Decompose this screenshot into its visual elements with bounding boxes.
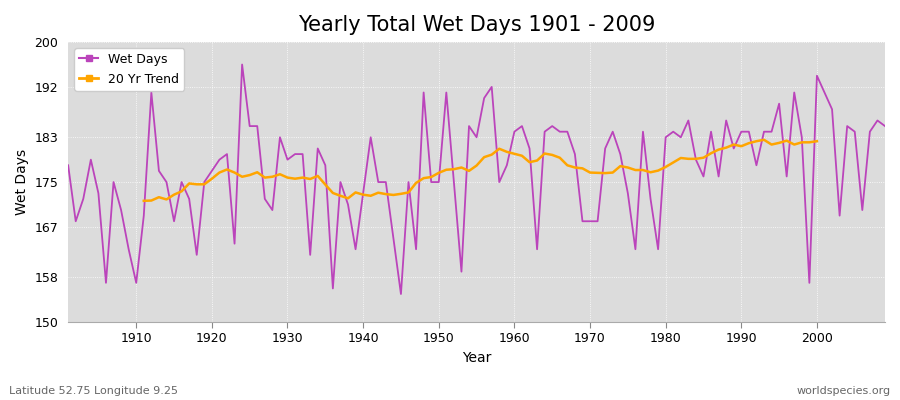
Text: worldspecies.org: worldspecies.org <box>796 386 891 396</box>
Legend: Wet Days, 20 Yr Trend: Wet Days, 20 Yr Trend <box>75 48 184 91</box>
Wet Days <box>297 152 308 156</box>
Wet Days <box>524 146 535 151</box>
Wet Days <box>123 247 134 252</box>
20 Yr Trend <box>759 138 769 142</box>
Y-axis label: Wet Days: Wet Days <box>15 149 29 215</box>
Wet Days <box>63 163 74 168</box>
X-axis label: Year: Year <box>462 351 491 365</box>
20 Yr Trend <box>230 170 240 175</box>
20 Yr Trend <box>698 155 709 160</box>
20 Yr Trend <box>608 170 618 175</box>
Wet Days <box>395 292 406 296</box>
Line: Wet Days: Wet Days <box>68 64 885 294</box>
Line: 20 Yr Trend: 20 Yr Trend <box>144 140 817 201</box>
Wet Days <box>615 152 626 156</box>
Wet Days <box>343 202 354 207</box>
20 Yr Trend <box>788 142 799 147</box>
20 Yr Trend <box>343 196 354 201</box>
Wet Days <box>237 62 248 67</box>
20 Yr Trend <box>139 198 149 203</box>
20 Yr Trend <box>713 147 724 152</box>
Text: Latitude 52.75 Longitude 9.25: Latitude 52.75 Longitude 9.25 <box>9 386 178 396</box>
Wet Days <box>517 124 527 128</box>
Title: Yearly Total Wet Days 1901 - 2009: Yearly Total Wet Days 1901 - 2009 <box>298 15 655 35</box>
Wet Days <box>879 124 890 128</box>
20 Yr Trend <box>812 139 823 144</box>
